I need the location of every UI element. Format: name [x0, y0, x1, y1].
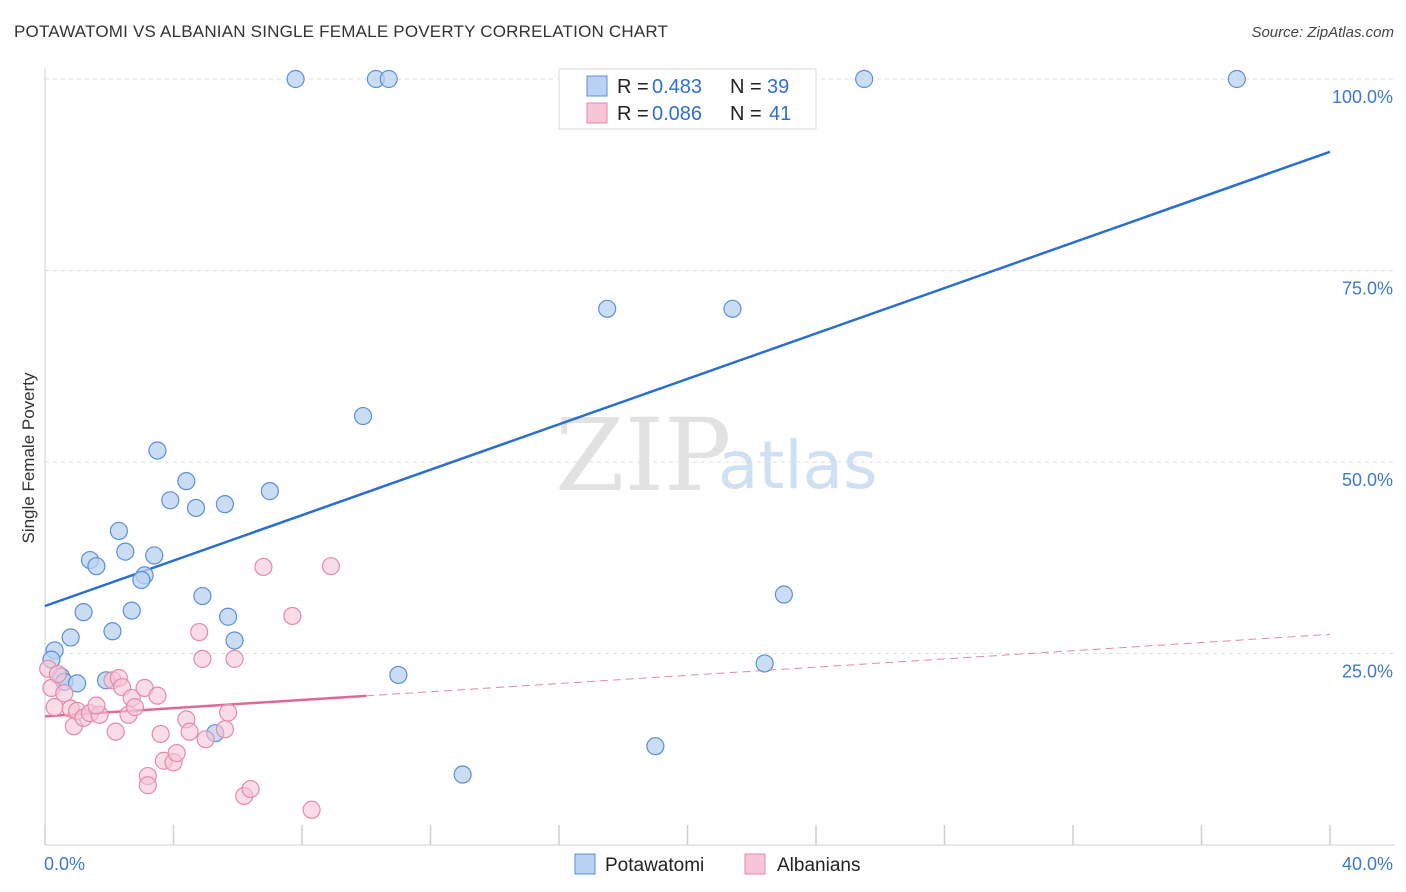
y-axis-label: Single Female Poverty: [19, 372, 38, 544]
y-tick-label-0: 25.0%: [1342, 662, 1393, 682]
point-albanians-40: [138, 776, 157, 795]
legend-r-value-2: 0.086: [652, 103, 702, 125]
bottom-legend: Potawatomi Albanians: [574, 853, 860, 876]
y-tick-label-2: 75.0%: [1342, 279, 1393, 299]
point-albanians-20: [148, 686, 167, 705]
axes: [44, 68, 1395, 846]
legend-r-value-1: 0.483: [652, 76, 702, 98]
point-potawatomi-18: [145, 546, 164, 565]
point-albanians-35: [254, 557, 273, 577]
watermark: ZIP atlas: [555, 397, 878, 514]
bottom-legend-swatch-potawatomi: [574, 853, 596, 875]
legend-n-label-1: N =: [730, 76, 762, 98]
point-albanians-32: [225, 649, 244, 668]
point-potawatomi-32: [68, 674, 87, 693]
point-albanians-37: [321, 557, 341, 576]
point-albanians-31: [219, 703, 238, 722]
point-potawatomi-5: [598, 299, 617, 318]
point-potawatomi-10: [161, 491, 180, 510]
point-potawatomi-4: [1227, 69, 1246, 89]
legend: R = 0.483 N = 39 R = 0.086 N = 41: [558, 68, 817, 130]
legend-swatch-potawatomi: [586, 75, 608, 97]
point-albanians-38: [302, 800, 321, 819]
point-potawatomi-38: [453, 765, 472, 784]
data-points: [39, 69, 1246, 819]
point-albanians-13: [106, 722, 125, 741]
y-tick-label-1: 50.0%: [1342, 470, 1393, 490]
point-potawatomi-9: [177, 472, 196, 491]
trend-line-albanians-dashed: [366, 633, 1331, 697]
chart-title: POTAWATOMI VS ALBANIAN SINGLE FEMALE POV…: [14, 22, 669, 41]
point-potawatomi-8: [148, 441, 167, 460]
legend-r-label-2: R =: [617, 103, 649, 125]
point-albanians-27: [190, 622, 209, 642]
legend-n-value-2: 41: [769, 103, 791, 125]
point-potawatomi-25: [103, 622, 122, 641]
point-potawatomi-12: [215, 495, 234, 514]
bottom-legend-swatch-albanians: [744, 853, 766, 875]
point-albanians-4: [55, 684, 74, 703]
point-potawatomi-17: [116, 542, 135, 561]
point-albanians-24: [167, 743, 186, 763]
point-potawatomi-21: [74, 603, 93, 622]
point-albanians-29: [196, 730, 215, 749]
watermark-zip: ZIP: [555, 397, 731, 514]
point-potawatomi-23: [193, 586, 212, 606]
y-tick-labels: 25.0% 50.0% 75.0% 100.0%: [1332, 87, 1393, 682]
legend-n-value-1: 39: [767, 76, 789, 98]
point-potawatomi-14: [109, 521, 128, 541]
point-albanians-28: [193, 649, 212, 668]
point-potawatomi-11: [186, 498, 206, 518]
point-potawatomi-13: [260, 482, 279, 501]
point-potawatomi-37: [646, 737, 665, 756]
point-potawatomi-34: [389, 665, 408, 685]
point-potawatomi-22: [122, 601, 141, 620]
point-potawatomi-20: [132, 570, 151, 590]
point-potawatomi-24: [219, 607, 238, 626]
point-potawatomi-2: [379, 69, 398, 89]
point-albanians-30: [215, 720, 234, 739]
watermark-atlas: atlas: [718, 427, 878, 504]
x-tick-labels: 0.0% 40.0%: [44, 854, 1393, 874]
point-albanians-36: [283, 606, 302, 626]
point-albanians-34: [241, 779, 260, 799]
bottom-legend-label-albanians: Albanians: [777, 855, 860, 876]
point-potawatomi-7: [353, 406, 373, 426]
legend-swatch-albanians: [586, 102, 608, 124]
trend-line-potawatomi: [44, 150, 1331, 608]
point-potawatomi-3: [855, 69, 874, 89]
point-albanians-21: [151, 724, 170, 744]
legend-r-label-1: R =: [617, 76, 649, 98]
point-albanians-3: [48, 665, 67, 684]
bottom-legend-label-potawatomi: Potawatomi: [605, 855, 704, 876]
legend-n-label-2: N =: [730, 103, 762, 125]
x-tick-label-1: 40.0%: [1342, 854, 1393, 874]
point-potawatomi-27: [225, 631, 244, 650]
point-albanians-11: [87, 696, 106, 715]
point-potawatomi-26: [61, 628, 80, 647]
point-albanians-18: [125, 698, 145, 717]
chart-source: Source: ZipAtlas.com: [1251, 24, 1394, 41]
point-potawatomi-35: [755, 654, 774, 673]
point-potawatomi-36: [774, 585, 793, 604]
point-potawatomi-6: [723, 299, 742, 318]
point-potawatomi-16: [87, 557, 106, 576]
y-tick-label-3: 100.0%: [1332, 87, 1393, 107]
point-albanians-26: [180, 722, 199, 741]
point-potawatomi-0: [286, 69, 305, 89]
x-tick-label-0: 0.0%: [44, 854, 85, 874]
